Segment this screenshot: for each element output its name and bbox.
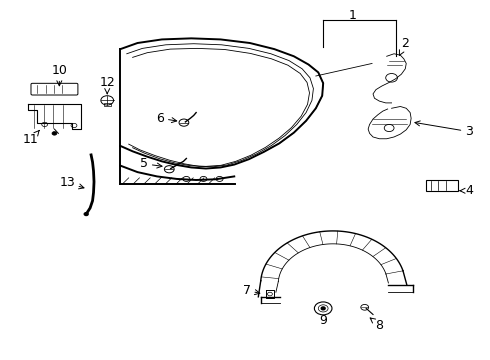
Text: 6: 6 <box>156 112 177 125</box>
Bar <box>426 180 458 191</box>
Text: 8: 8 <box>370 318 383 332</box>
Circle shape <box>321 307 325 310</box>
Text: 3: 3 <box>415 121 473 138</box>
Bar <box>104 103 111 107</box>
Text: 2: 2 <box>399 37 409 55</box>
Text: 7: 7 <box>243 284 260 297</box>
Text: 9: 9 <box>319 314 327 328</box>
Text: 4: 4 <box>460 184 473 197</box>
Text: 11: 11 <box>23 130 39 146</box>
Text: 10: 10 <box>51 64 67 86</box>
Text: 5: 5 <box>140 157 162 170</box>
Text: 1: 1 <box>348 9 356 22</box>
Circle shape <box>52 132 57 135</box>
Circle shape <box>84 213 88 216</box>
Text: 13: 13 <box>59 176 84 189</box>
Text: 12: 12 <box>99 76 115 94</box>
